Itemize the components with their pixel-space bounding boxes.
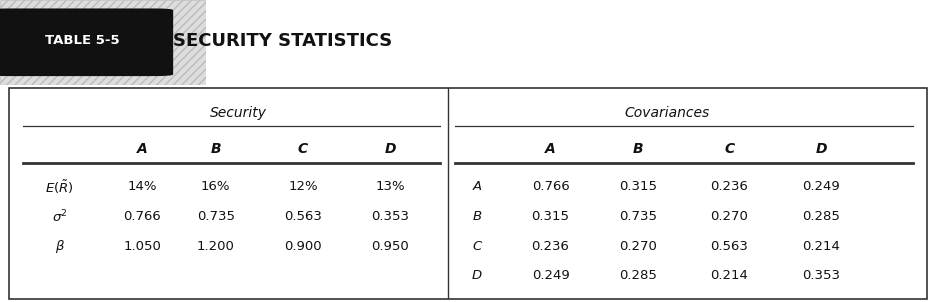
Bar	[206, 0, 936, 85]
Text: C: C	[724, 142, 735, 156]
Text: C: C	[298, 142, 308, 156]
FancyBboxPatch shape	[0, 8, 173, 76]
Text: D: D	[385, 142, 396, 156]
Text: 12%: 12%	[288, 180, 317, 194]
Text: 0.315: 0.315	[619, 180, 657, 194]
Text: 0.315: 0.315	[532, 210, 569, 223]
Bar	[0, 0, 206, 85]
Text: 0.214: 0.214	[710, 269, 749, 282]
Text: 1.200: 1.200	[197, 239, 235, 253]
Text: 0.214: 0.214	[802, 239, 841, 253]
Text: SECURITY STATISTICS: SECURITY STATISTICS	[173, 32, 392, 50]
Text: 0.950: 0.950	[372, 239, 409, 253]
Text: 0.249: 0.249	[802, 180, 840, 194]
Text: A: A	[473, 180, 482, 194]
Text: 0.285: 0.285	[802, 210, 841, 223]
Text: 0.563: 0.563	[284, 210, 322, 223]
Text: 0.735: 0.735	[197, 210, 235, 223]
Text: 0.353: 0.353	[802, 269, 841, 282]
Text: A: A	[545, 142, 556, 156]
Text: 0.766: 0.766	[532, 180, 569, 194]
Text: D: D	[815, 142, 826, 156]
Text: 0.285: 0.285	[619, 269, 657, 282]
Text: Covariances: Covariances	[625, 106, 710, 120]
Text: C: C	[473, 239, 482, 253]
Text: 0.270: 0.270	[710, 210, 749, 223]
Text: B: B	[211, 142, 221, 156]
Text: $\beta$: $\beta$	[55, 238, 65, 255]
Text: 0.900: 0.900	[285, 239, 322, 253]
Text: D: D	[472, 269, 482, 282]
Text: 0.353: 0.353	[371, 210, 409, 223]
Text: 16%: 16%	[201, 180, 230, 194]
Text: 14%: 14%	[127, 180, 157, 194]
Text: 1.050: 1.050	[124, 239, 161, 253]
Text: 0.236: 0.236	[532, 239, 569, 253]
Text: Security: Security	[211, 106, 267, 120]
Text: 0.270: 0.270	[619, 239, 657, 253]
Text: 0.563: 0.563	[710, 239, 749, 253]
Text: 13%: 13%	[375, 180, 405, 194]
Text: 0.236: 0.236	[710, 180, 749, 194]
Text: B: B	[473, 210, 482, 223]
Text: $\sigma^2$: $\sigma^2$	[51, 208, 67, 225]
Text: A: A	[137, 142, 148, 156]
Text: $E(\tilde{R})$: $E(\tilde{R})$	[46, 178, 74, 196]
Text: 0.735: 0.735	[619, 210, 657, 223]
Text: B: B	[633, 142, 643, 156]
Text: 0.249: 0.249	[532, 269, 569, 282]
Text: TABLE 5-5: TABLE 5-5	[45, 34, 120, 47]
Text: 0.766: 0.766	[124, 210, 161, 223]
